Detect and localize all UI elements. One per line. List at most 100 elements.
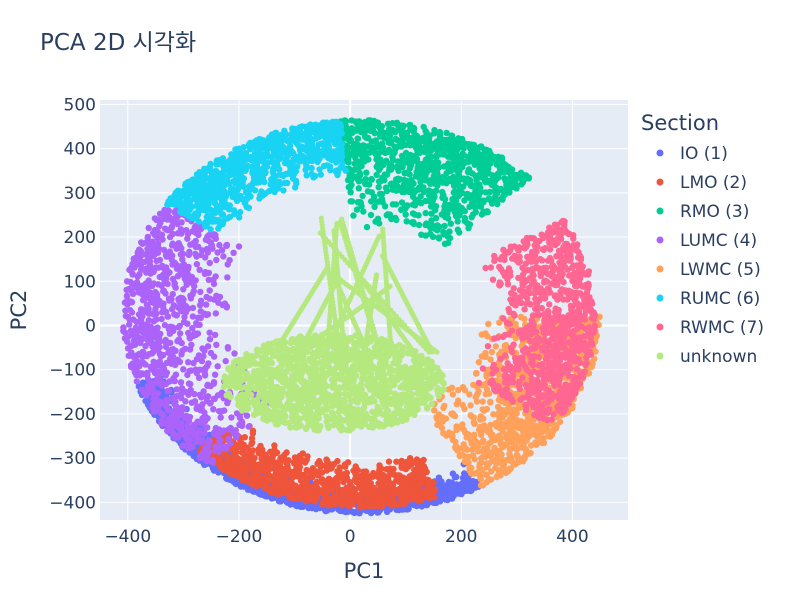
data-point (356, 158, 363, 165)
data-point (342, 167, 349, 174)
data-point (402, 149, 410, 157)
data-point (484, 333, 491, 340)
data-point (212, 310, 219, 317)
data-point (464, 168, 472, 176)
data-point (468, 484, 476, 492)
x-tick-label: −400 (104, 527, 151, 547)
data-point (479, 439, 486, 446)
data-point (283, 460, 291, 467)
data-point (365, 156, 372, 163)
data-point (359, 192, 366, 200)
data-point (354, 474, 362, 481)
data-point (533, 432, 540, 440)
y-tick-label: −100 (49, 361, 96, 381)
data-point (480, 415, 487, 422)
data-point (266, 477, 274, 484)
data-point (171, 259, 178, 266)
data-point (434, 222, 441, 229)
data-point (182, 388, 189, 395)
data-point (221, 300, 229, 307)
data-point (248, 440, 255, 448)
data-point (399, 124, 406, 131)
data-point (204, 249, 211, 256)
data-point (426, 192, 433, 199)
data-point (183, 227, 190, 234)
data-point (445, 164, 452, 171)
data-point (463, 475, 470, 482)
data-point (144, 382, 152, 389)
data-point (444, 233, 452, 240)
data-point (398, 457, 405, 465)
data-point (306, 495, 313, 502)
data-point (353, 174, 360, 181)
data-point (339, 486, 346, 494)
data-point (441, 222, 448, 230)
data-point (190, 359, 197, 367)
data-point (414, 492, 421, 499)
data-point (366, 503, 373, 510)
data-point (154, 390, 162, 397)
data-point (452, 150, 460, 157)
data-point (423, 159, 430, 167)
data-point (235, 243, 243, 250)
data-point (431, 407, 438, 414)
data-point (513, 410, 520, 417)
data-point (213, 341, 220, 348)
data-point (218, 462, 225, 470)
chart-title: PCA 2D 시각화 (40, 30, 196, 56)
data-point (210, 353, 218, 360)
data-point (501, 342, 509, 349)
data-point (210, 280, 218, 288)
data-point (292, 502, 300, 509)
data-point (471, 444, 478, 451)
data-point (404, 169, 411, 176)
data-point (520, 454, 527, 462)
data-point (455, 172, 462, 179)
data-point (385, 472, 392, 480)
x-tick-label: −200 (216, 527, 263, 547)
data-point (192, 250, 199, 258)
data-point (460, 484, 467, 491)
data-point (214, 363, 221, 370)
data-point (196, 266, 203, 273)
data-point (240, 466, 248, 473)
data-point (183, 303, 190, 310)
data-point (187, 295, 195, 302)
data-point (398, 131, 406, 138)
data-point (243, 455, 250, 462)
data-point (181, 313, 188, 321)
data-point (433, 151, 440, 159)
data-point (383, 187, 391, 195)
data-point (162, 343, 170, 351)
data-point (471, 194, 478, 201)
data-point (190, 239, 197, 247)
data-point (313, 503, 321, 511)
data-point (158, 231, 165, 239)
data-point (238, 475, 246, 483)
y-tick-label: 300 (64, 184, 96, 204)
data-point (228, 469, 235, 476)
data-point (501, 188, 509, 195)
data-point (385, 458, 393, 465)
data-point (417, 161, 424, 168)
data-point (422, 501, 430, 509)
data-point (485, 320, 492, 328)
data-point (353, 508, 361, 516)
data-point (337, 507, 344, 515)
data-point (487, 438, 495, 446)
data-point (197, 297, 205, 304)
data-point (363, 169, 370, 176)
data-point (479, 466, 486, 473)
data-point (201, 454, 209, 461)
data-point (131, 264, 138, 271)
data-point (210, 380, 217, 387)
data-point (169, 353, 177, 360)
data-point (197, 439, 205, 446)
data-point (189, 304, 197, 312)
data-point (412, 187, 419, 194)
data-point (156, 358, 163, 365)
data-point (154, 328, 161, 336)
data-point (407, 161, 415, 168)
data-point (134, 273, 141, 280)
data-point (131, 341, 139, 348)
